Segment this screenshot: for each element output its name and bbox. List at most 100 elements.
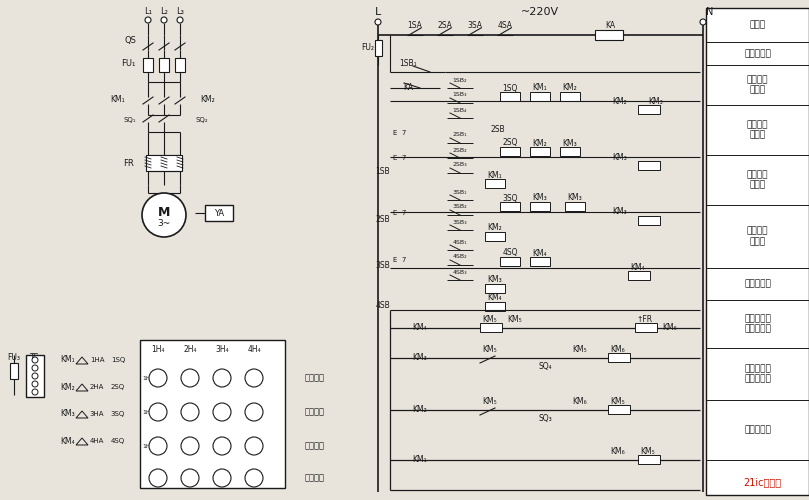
Bar: [485, 232, 505, 241]
Text: 1SA: 1SA: [408, 22, 422, 30]
Text: 三层判别上
下方向开关: 三层判别上 下方向开关: [744, 314, 771, 334]
Text: L₁: L₁: [144, 8, 152, 16]
Text: TC: TC: [30, 354, 40, 362]
Circle shape: [32, 381, 38, 387]
Text: FU₁: FU₁: [121, 58, 136, 68]
Circle shape: [181, 469, 199, 487]
Bar: [375, 40, 382, 56]
Bar: [530, 202, 550, 211]
Circle shape: [213, 403, 231, 421]
Text: KM₄: KM₄: [61, 436, 75, 446]
Text: KM₃: KM₃: [612, 208, 627, 216]
Circle shape: [213, 369, 231, 387]
Text: KM₆: KM₆: [611, 346, 625, 354]
Text: 二层控制
接触器: 二层控制 接触器: [747, 120, 769, 140]
Circle shape: [32, 389, 38, 395]
Bar: [485, 302, 505, 311]
Circle shape: [145, 17, 151, 23]
Text: SQ₃: SQ₃: [538, 414, 552, 422]
Circle shape: [32, 373, 38, 379]
Text: 2SQ: 2SQ: [111, 384, 125, 390]
Text: 下降接触器: 下降接触器: [744, 426, 771, 434]
Text: KM₃: KM₃: [562, 138, 578, 147]
Circle shape: [181, 369, 199, 387]
Text: 4H₄: 4H₄: [248, 346, 260, 354]
Circle shape: [213, 437, 231, 455]
Text: 三层控制
接触器: 三层控制 接触器: [747, 170, 769, 190]
Bar: [159, 58, 169, 72]
Text: KM₃: KM₃: [413, 354, 427, 362]
Text: 四层控制
接触器: 四层控制 接触器: [747, 227, 769, 246]
Text: 2SQ: 2SQ: [502, 138, 518, 147]
Text: 3HA: 3HA: [90, 411, 104, 417]
Bar: [635, 323, 657, 332]
Bar: [608, 353, 630, 362]
Text: 2HA: 2HA: [90, 384, 104, 390]
Text: E 7: E 7: [393, 257, 407, 263]
Text: L: L: [375, 7, 381, 17]
Bar: [175, 58, 185, 72]
Text: 3~: 3~: [158, 218, 171, 228]
Text: 1H₂: 1H₂: [142, 410, 154, 414]
Text: N: N: [706, 7, 714, 17]
Text: E 7: E 7: [393, 130, 407, 136]
Text: KM₆: KM₆: [573, 398, 587, 406]
Text: KM₁: KM₁: [61, 356, 75, 364]
Text: KM₅: KM₅: [483, 398, 498, 406]
Text: 3SB₁: 3SB₁: [453, 190, 468, 194]
Text: 电压继电器: 电压继电器: [744, 49, 771, 58]
Text: 3SB: 3SB: [375, 260, 390, 270]
Text: 4SB₁: 4SB₁: [453, 240, 468, 244]
Text: 1SB₂: 1SB₂: [453, 78, 468, 82]
Text: L₂: L₂: [160, 8, 168, 16]
Text: 3H₄: 3H₄: [215, 346, 229, 354]
Text: KM₂: KM₂: [61, 382, 75, 392]
Text: KM₄: KM₄: [631, 262, 646, 272]
Bar: [500, 257, 520, 266]
Text: 一层信号: 一层信号: [305, 474, 325, 482]
Text: 2H₄: 2H₄: [184, 346, 197, 354]
Text: 熔断器: 熔断器: [749, 20, 765, 30]
Text: KM₄: KM₄: [532, 248, 548, 258]
Text: SQ₄: SQ₄: [538, 362, 552, 370]
Text: 2SB: 2SB: [375, 216, 390, 224]
Text: L₃: L₃: [176, 8, 184, 16]
Text: 3SA: 3SA: [468, 22, 482, 30]
Circle shape: [181, 437, 199, 455]
Circle shape: [245, 437, 263, 455]
Text: KA: KA: [605, 22, 615, 30]
Text: ~220V: ~220V: [521, 7, 559, 17]
Text: KM₃: KM₃: [532, 194, 548, 202]
Text: KM₂: KM₂: [413, 406, 427, 414]
Text: E 7: E 7: [393, 210, 407, 216]
Circle shape: [149, 437, 167, 455]
Bar: [638, 161, 660, 170]
Text: KM₄: KM₄: [413, 324, 427, 332]
Text: 2SB₁: 2SB₁: [453, 132, 468, 138]
Text: 4HA: 4HA: [90, 438, 104, 444]
Bar: [565, 202, 585, 211]
Text: 21ic电学网: 21ic电学网: [743, 477, 781, 487]
Text: YA: YA: [214, 208, 224, 218]
Bar: [500, 147, 520, 156]
Circle shape: [375, 19, 381, 25]
Circle shape: [142, 193, 186, 237]
Text: 二层信号: 二层信号: [305, 442, 325, 450]
Text: KM₂: KM₂: [201, 96, 215, 104]
Circle shape: [700, 19, 706, 25]
Text: 2SA: 2SA: [438, 22, 452, 30]
Text: KM₆: KM₆: [611, 448, 625, 456]
Circle shape: [245, 369, 263, 387]
Bar: [10, 363, 18, 379]
Bar: [500, 92, 520, 101]
Text: 4SB₃: 4SB₃: [453, 270, 468, 274]
Bar: [638, 455, 660, 464]
Bar: [143, 58, 153, 72]
Circle shape: [245, 469, 263, 487]
Text: KM₅: KM₅: [483, 346, 498, 354]
Circle shape: [181, 403, 199, 421]
Text: 二层判别上
下方向开关: 二层判别上 下方向开关: [744, 364, 771, 384]
Circle shape: [213, 469, 231, 487]
Circle shape: [245, 403, 263, 421]
Text: 3SB₃: 3SB₃: [453, 220, 468, 224]
